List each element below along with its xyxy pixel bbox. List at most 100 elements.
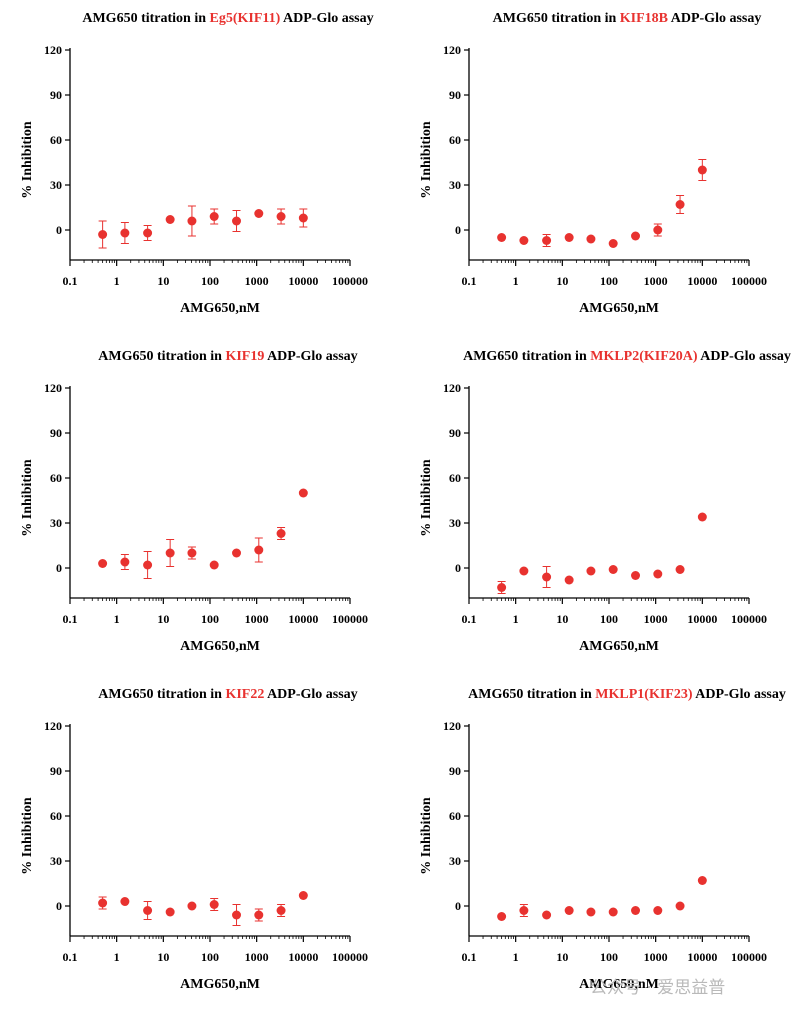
data-marker (697, 512, 707, 522)
data-point (497, 581, 507, 594)
y-tick-label: 120 (443, 43, 461, 57)
chart-panel: AMG650 titration in KIF18B ADP-Glo assay… (399, 0, 799, 338)
x-tick-label: 10 (556, 274, 568, 288)
data-marker (564, 906, 574, 915)
y-tick-label: 120 (443, 381, 461, 395)
data-marker (298, 213, 308, 223)
data-point (209, 208, 219, 225)
data-point (98, 559, 108, 568)
chart-panel: AMG650 titration in KIF19 ADP-Glo assay 0… (0, 338, 400, 676)
chart-svg: AMG650 titration in KIF19 ADP-Glo assay 0… (20, 349, 368, 654)
x-tick-label: 10000 (288, 950, 318, 964)
data-marker (675, 565, 685, 574)
data-point (120, 222, 130, 244)
y-tick-label: 60 (449, 133, 461, 147)
data-marker (298, 891, 308, 900)
data-point (675, 565, 685, 574)
data-marker (276, 529, 286, 538)
data-point (165, 215, 175, 224)
data-marker (586, 234, 596, 244)
data-marker (497, 583, 507, 592)
data-point (519, 236, 529, 245)
data-marker (143, 560, 153, 570)
data-marker (232, 910, 242, 920)
y-tick-label: 90 (449, 426, 461, 440)
x-tick-label: 100 (600, 950, 618, 964)
chart-title-prefix: AMG650 titration in (98, 687, 225, 702)
chart-title-prefix: AMG650 titration in (493, 11, 620, 26)
data-marker (276, 906, 286, 915)
data-point (586, 234, 596, 244)
x-tick-label: 0.1 (462, 950, 477, 964)
y-tick-label: 90 (50, 764, 62, 778)
data-marker (608, 907, 618, 917)
y-tick-label: 30 (449, 854, 461, 868)
data-marker (98, 230, 108, 239)
x-tick-label: 1 (114, 612, 120, 626)
data-marker (232, 216, 242, 226)
chart-title-suffix: ADP-Glo assay (668, 11, 761, 26)
data-marker (631, 231, 641, 241)
x-tick-label: 0.1 (63, 274, 78, 288)
data-point (209, 560, 219, 570)
data-marker (542, 572, 552, 582)
chart-title-target: KIF18B (620, 11, 668, 26)
data-marker (254, 209, 264, 218)
data-point (120, 554, 130, 570)
chart-panel: AMG650 titration in Eg5(KIF11) ADP-Glo a… (0, 0, 400, 338)
x-axis-label: AMG650,nM (579, 301, 659, 316)
y-axis-label: % Inhibition (419, 797, 434, 875)
x-tick-label: 10 (157, 612, 169, 626)
chart-svg: AMG650 titration in MKLP1(KIF23) ADP-Glo… (419, 687, 786, 992)
chart-title-target: Eg5(KIF11) (210, 11, 281, 26)
y-tick-label: 0 (455, 899, 461, 913)
x-tick-label: 10 (157, 950, 169, 964)
data-marker (653, 225, 663, 235)
data-marker (298, 488, 308, 498)
data-marker (165, 907, 175, 917)
data-point (143, 551, 153, 579)
x-axis-label: AMG650,nM (579, 639, 659, 654)
data-marker (564, 575, 574, 585)
data-marker (209, 212, 219, 221)
chart-title: AMG650 titration in MKLP2(KIF20A) ADP-Gl… (463, 349, 791, 364)
data-marker (542, 910, 552, 920)
x-tick-label: 100000 (731, 612, 767, 626)
data-marker (98, 559, 108, 568)
data-marker (586, 566, 596, 576)
x-tick-label: 1 (114, 274, 120, 288)
chart-title-target: MKLP1(KIF23) (595, 687, 693, 702)
data-marker (653, 906, 663, 915)
x-tick-label: 10000 (288, 612, 318, 626)
x-tick-label: 100 (201, 950, 219, 964)
y-tick-label: 120 (44, 381, 62, 395)
chart-svg: AMG650 titration in MKLP2(KIF20A) ADP-Gl… (419, 349, 791, 654)
x-tick-label: 1 (513, 950, 519, 964)
y-tick-label: 30 (50, 178, 62, 192)
chart-panel: AMG650 titration in MKLP2(KIF20A) ADP-Gl… (399, 338, 799, 676)
x-tick-label: 1000 (644, 950, 668, 964)
y-tick-label: 0 (56, 561, 62, 575)
data-point (542, 910, 552, 920)
data-point (232, 904, 242, 926)
data-marker (542, 236, 552, 245)
data-point (608, 239, 618, 248)
data-marker (143, 906, 153, 915)
y-tick-label: 90 (449, 88, 461, 102)
y-tick-label: 30 (50, 516, 62, 530)
x-tick-label: 100 (600, 274, 618, 288)
data-point (143, 901, 153, 920)
data-marker (608, 565, 618, 574)
y-tick-label: 30 (449, 178, 461, 192)
data-marker (276, 212, 286, 221)
data-marker (143, 228, 153, 238)
data-marker (187, 548, 197, 558)
data-point (653, 906, 663, 915)
y-tick-label: 0 (56, 899, 62, 913)
data-point (608, 565, 618, 574)
data-marker (232, 548, 242, 558)
data-marker (675, 200, 685, 209)
y-tick-label: 30 (50, 854, 62, 868)
data-point (564, 233, 574, 242)
data-point (497, 912, 507, 921)
